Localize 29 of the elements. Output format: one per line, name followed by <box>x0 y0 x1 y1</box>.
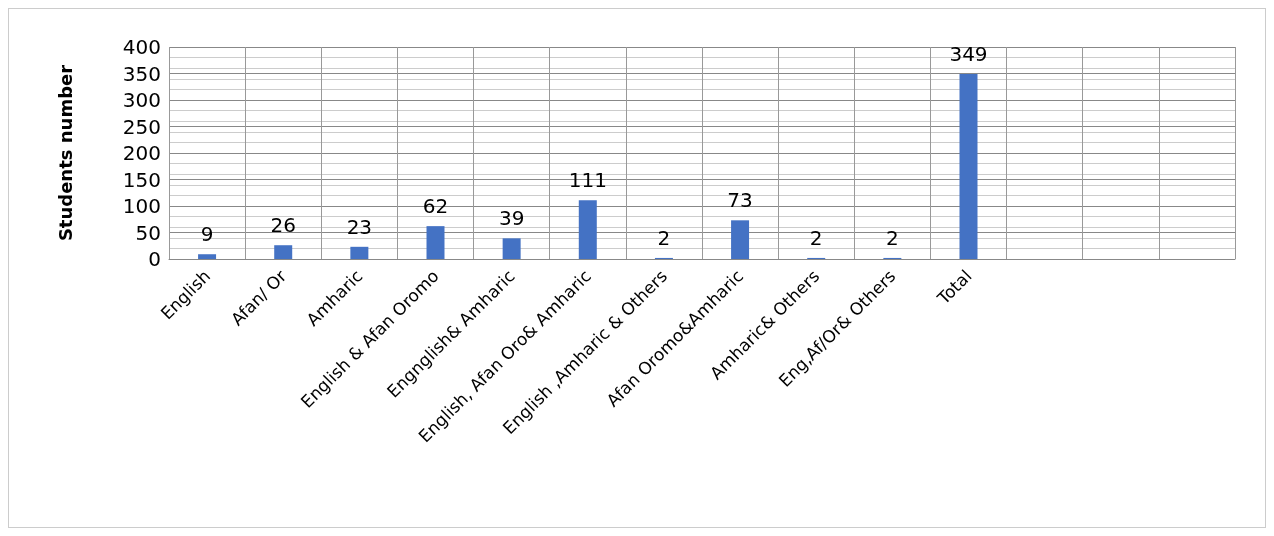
data-label: 23 <box>346 214 373 239</box>
data-label: 39 <box>498 206 525 231</box>
y-tick-label: 50 <box>135 220 161 245</box>
bar <box>198 254 217 259</box>
y-tick-label: 0 <box>148 247 161 271</box>
y-tick-label: 100 <box>122 194 161 218</box>
data-label: 26 <box>270 213 296 238</box>
data-label: 2 <box>657 225 671 250</box>
data-label: 9 <box>200 222 214 247</box>
bar <box>350 246 369 259</box>
bar <box>502 238 521 259</box>
y-tick-label: 200 <box>122 141 161 165</box>
bar <box>578 200 597 259</box>
y-axis-title: Students number <box>54 64 76 242</box>
y-tick-label: 350 <box>122 61 161 86</box>
data-label: 73 <box>727 188 753 213</box>
y-tick-label: 150 <box>122 167 161 192</box>
y-tick-label: 250 <box>122 114 161 139</box>
data-label: 2 <box>885 225 899 250</box>
data-label: 111 <box>568 168 607 193</box>
bar <box>731 220 750 259</box>
y-tick-label: 400 <box>122 35 161 59</box>
data-label: 2 <box>809 225 823 250</box>
bar <box>426 226 445 259</box>
data-label: 349 <box>949 42 988 67</box>
y-tick-label: 300 <box>122 88 161 112</box>
bar <box>959 74 978 259</box>
data-label: 62 <box>422 194 449 219</box>
bar <box>274 245 293 259</box>
